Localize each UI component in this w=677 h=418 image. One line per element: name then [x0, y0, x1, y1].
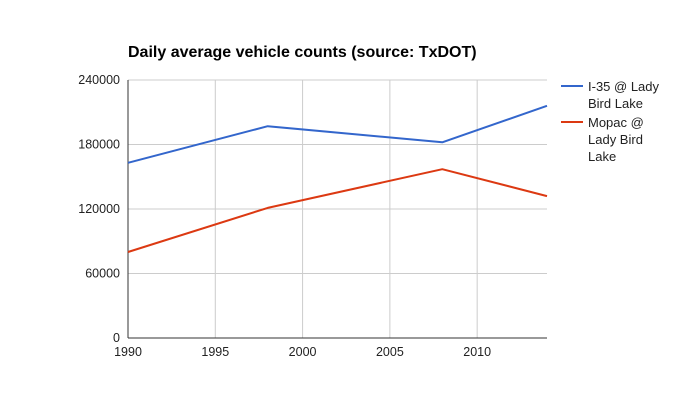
x-tick-label: 2000	[289, 345, 317, 359]
legend-label-2: Lady Bird	[588, 132, 643, 147]
x-tick-label: 2010	[463, 345, 491, 359]
series-lines	[127, 104, 548, 253]
y-tick-label: 0	[113, 331, 120, 345]
chart-title: Daily average vehicle counts (source: Tx…	[128, 44, 477, 61]
grid	[128, 79, 547, 338]
y-tick-label: 240000	[78, 73, 120, 87]
legend-label-2: Lake	[588, 149, 616, 164]
legend-label-2: Mopac @	[588, 115, 644, 130]
legend: I-35 @ Lady Bird Lake Mopac @ Lady Bird Lake	[561, 79, 660, 164]
x-tick-label: 1990	[114, 345, 142, 359]
series-line-1	[127, 104, 548, 164]
x-tick-label: 2005	[376, 345, 404, 359]
axes: 0 60000 120000 180000 240000 1990 1995 2000 2005…	[78, 73, 547, 359]
y-tick-label: 180000	[78, 138, 120, 152]
series-line-2	[127, 168, 548, 253]
legend-label-1: I-35 @ Lady	[588, 79, 660, 94]
y-tick-label: 60000	[85, 267, 120, 281]
y-tick-label: 120000	[78, 202, 120, 216]
x-tick-label: 1995	[201, 345, 229, 359]
legend-label-1: Bird Lake	[588, 96, 643, 111]
